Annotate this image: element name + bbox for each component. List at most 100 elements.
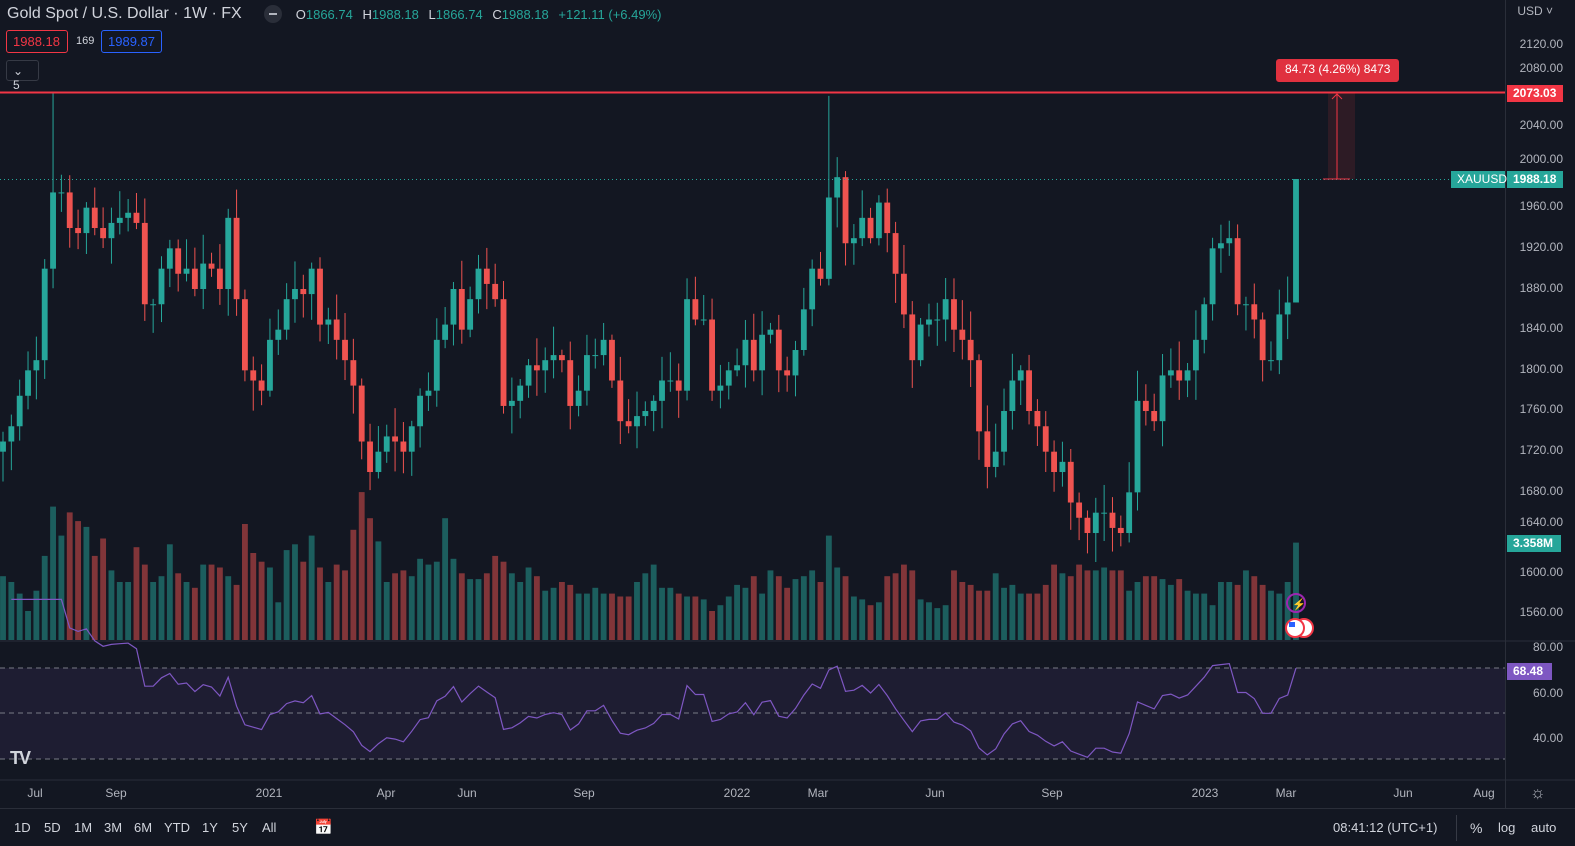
volume-bar — [575, 593, 582, 640]
candle-body — [1251, 304, 1258, 320]
candle-body — [267, 339, 273, 391]
candle-body — [1218, 243, 1224, 249]
candle-body — [1101, 512, 1108, 514]
candle-body — [225, 217, 232, 290]
volume-bar — [183, 582, 190, 640]
candle-body — [25, 370, 31, 396]
candle-body — [50, 192, 56, 269]
volume-bar — [250, 553, 257, 640]
auto-toggle[interactable]: auto — [1531, 820, 1557, 835]
candle-body — [867, 217, 874, 239]
candle-body — [400, 441, 407, 452]
candle-body — [367, 441, 373, 473]
volume-bar — [1201, 593, 1208, 640]
hide-icon[interactable] — [263, 5, 282, 23]
close-label: C — [492, 6, 502, 22]
range-1d[interactable]: 1D — [14, 820, 31, 835]
clock[interactable]: 08:41:12 (UTC+1) — [1333, 820, 1438, 835]
volume-bar — [734, 584, 741, 640]
volume-bar — [116, 582, 123, 640]
volume-bar — [267, 567, 273, 640]
symbol-title[interactable]: Gold Spot / U.S. Dollar · 1W · FX — [7, 5, 242, 22]
sell-button[interactable]: 1988.18 — [6, 30, 68, 53]
candle-body — [675, 380, 682, 391]
range-all[interactable]: All — [262, 820, 277, 835]
price-tick: 2000.00 — [1519, 151, 1563, 166]
candle-body — [433, 339, 440, 391]
volume-bar — [1209, 605, 1216, 640]
candle-body — [1276, 314, 1283, 361]
candle-body — [308, 268, 315, 295]
volume-bar — [150, 582, 157, 640]
candle-body — [517, 385, 524, 401]
settings-icon[interactable]: ☼ — [1530, 783, 1546, 802]
candle-body — [1151, 411, 1158, 422]
candle-body — [467, 299, 474, 330]
volume-bar — [1034, 593, 1041, 640]
candle-body — [809, 268, 816, 310]
candle-body — [850, 238, 857, 244]
percent-toggle[interactable]: % — [1470, 820, 1483, 836]
volume-bar — [1276, 593, 1283, 640]
indicators-toggle[interactable]: ⌄ 5 — [6, 60, 39, 92]
candle-body — [892, 233, 899, 274]
candle-body — [1176, 370, 1183, 381]
candle-body — [792, 350, 799, 376]
range-5y[interactable]: 5Y — [232, 820, 248, 835]
volume-bar — [1192, 593, 1199, 640]
candle-body — [125, 212, 132, 218]
price-tick: 2040.00 — [1519, 118, 1563, 133]
candle-body — [800, 309, 807, 351]
candle-body — [116, 217, 123, 223]
volume-bar — [1092, 570, 1099, 640]
range-3m[interactable]: 3M — [104, 820, 123, 835]
volume-bar — [642, 573, 649, 640]
time-tick: Jun — [457, 786, 477, 800]
rsi-tick: 40.00 — [1532, 731, 1563, 745]
candle-body — [617, 380, 624, 422]
candle-body — [784, 370, 791, 376]
volume-bar — [141, 564, 148, 640]
volume-bar — [934, 608, 941, 640]
buy-button[interactable]: 1989.87 — [101, 30, 162, 53]
candle-body — [1167, 370, 1174, 376]
candle-body — [609, 339, 615, 381]
volume-bar — [375, 541, 382, 640]
volume-bar — [584, 593, 590, 640]
range-1m[interactable]: 1M — [74, 820, 93, 835]
flag-canton — [1289, 622, 1295, 627]
volume-bar — [500, 561, 507, 640]
chevron-down-icon: ⌄ — [13, 64, 24, 78]
volume-bar — [433, 561, 440, 640]
candle-body — [358, 385, 365, 442]
range-5d[interactable]: 5D — [44, 820, 61, 835]
candle-body — [241, 299, 248, 371]
candle-body — [1117, 527, 1124, 534]
candle-body — [108, 222, 115, 239]
volume-bar — [467, 579, 474, 640]
log-toggle[interactable]: log — [1498, 820, 1516, 835]
candle-body — [667, 380, 674, 382]
candle-body — [650, 400, 657, 412]
price-tick: 1680.00 — [1519, 483, 1563, 498]
date-range-icon[interactable]: 📅 — [314, 819, 333, 836]
range-1y[interactable]: 1Y — [202, 820, 218, 835]
candle-body — [1126, 492, 1133, 534]
candle-body — [934, 319, 941, 321]
range-6m[interactable]: 6M — [134, 820, 153, 835]
volume-bar — [100, 538, 107, 640]
candle-body — [951, 299, 957, 330]
candle-body — [533, 365, 540, 371]
tradingview-logo[interactable]: TV — [10, 748, 31, 768]
range-ytd[interactable]: YTD — [164, 820, 190, 835]
rsi-tag: 68.48 — [1507, 663, 1552, 680]
volume-bar — [1243, 570, 1249, 640]
currency-select[interactable]: USD ˅ — [1517, 4, 1553, 18]
volume-bar — [1051, 564, 1058, 640]
volume-bar — [158, 576, 165, 640]
volume-bar — [241, 524, 248, 640]
candle-body — [909, 314, 916, 361]
volume-bar — [417, 558, 424, 640]
volume-bar — [976, 590, 982, 640]
